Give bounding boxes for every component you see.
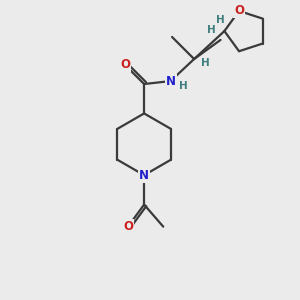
Text: H: H [178,81,187,92]
Text: O: O [234,4,244,17]
Text: O: O [123,220,133,233]
Text: N: N [166,75,176,88]
Text: H: H [216,15,224,25]
Text: O: O [120,58,130,71]
Text: H: H [207,25,216,34]
Text: N: N [139,169,149,182]
Text: H: H [202,58,210,68]
